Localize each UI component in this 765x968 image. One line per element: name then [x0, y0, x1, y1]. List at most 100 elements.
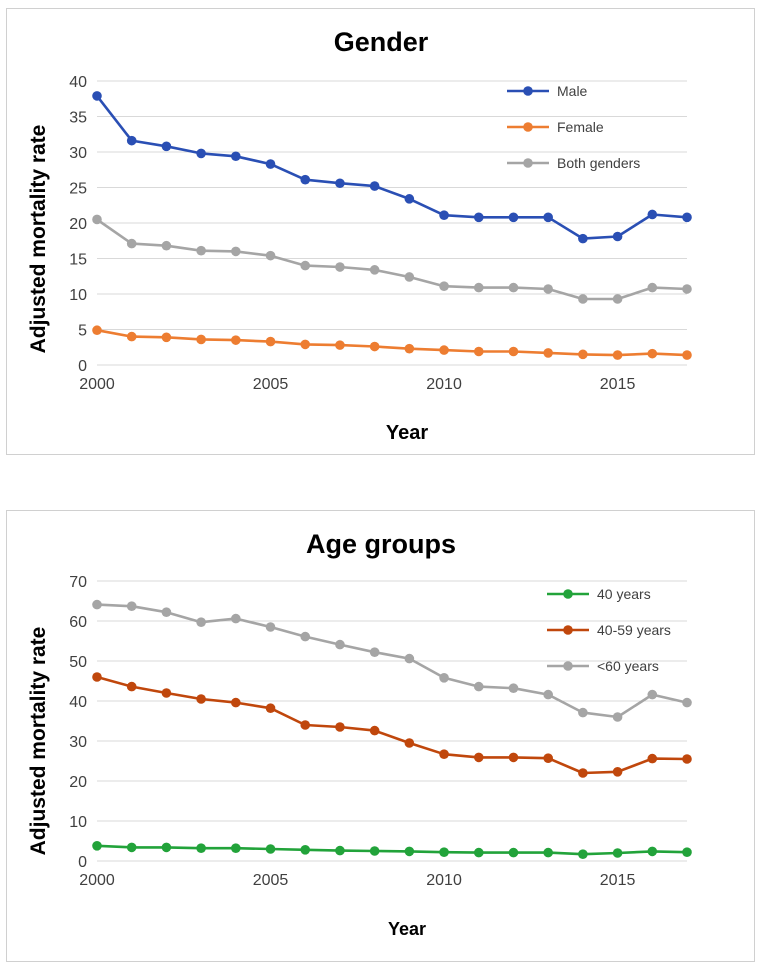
- legend-label-female: Female: [557, 119, 604, 135]
- data-point-40-years: [126, 842, 137, 853]
- data-point-60-years: [196, 617, 206, 627]
- data-point-40-years: [473, 847, 484, 858]
- data-point-both-genders: [335, 262, 345, 272]
- data-point-60-years: [369, 647, 380, 657]
- data-point-40-59-years: [647, 753, 658, 764]
- gender-chart-panel: 0 5 10 15 20 25 30 35 40 2000 2005 2010 2015 Male Fem…: [6, 8, 755, 455]
- y-tick-label: 0: [78, 358, 87, 375]
- data-point-40-years: [335, 845, 345, 856]
- data-point-both-genders: [508, 282, 519, 293]
- legend-label-40-years: 40 years: [597, 586, 651, 602]
- gender-chart: 0 5 10 15 20 25 30 35 40 2000 2005 2010 2015 Male Fem…: [27, 27, 692, 444]
- data-point-male: [300, 174, 311, 185]
- legend-label-40-59-years: 40-59 years: [597, 622, 671, 638]
- y-tick-label: 40: [69, 74, 87, 91]
- y-tick-label: 20: [69, 216, 87, 233]
- data-point-both-genders: [404, 272, 415, 282]
- data-point-40-years: [196, 843, 206, 853]
- legend-marker-40-years: [563, 589, 573, 599]
- data-point-male: [473, 212, 484, 223]
- legend-marker-male: [523, 86, 533, 96]
- data-point-both-genders: [265, 250, 276, 261]
- data-point-male: [578, 233, 588, 244]
- data-point-40-years: [92, 841, 102, 851]
- data-point-60-years: [231, 613, 241, 624]
- y-tick-label: 20: [69, 774, 87, 791]
- data-point-both-genders: [473, 282, 484, 293]
- data-point-both-genders: [161, 240, 172, 251]
- data-point-both-genders: [439, 281, 449, 291]
- data-point-60-years: [404, 653, 415, 664]
- data-point-male: [92, 91, 102, 101]
- data-point-female: [126, 331, 137, 342]
- x-tick-label: 2000: [79, 376, 115, 393]
- data-point-40-59-years: [508, 752, 519, 763]
- data-point-both-genders: [92, 214, 102, 225]
- y-tick-label: 10: [69, 814, 87, 831]
- data-point-male: [126, 135, 137, 146]
- data-point-female: [92, 325, 102, 336]
- data-point-40-59-years: [92, 672, 102, 682]
- data-point-40-59-years: [404, 738, 415, 748]
- data-point-male: [335, 178, 345, 189]
- data-point-40-59-years: [439, 749, 449, 759]
- legend-label-60-years: <60 years: [597, 658, 659, 674]
- data-point-40-59-years: [543, 753, 553, 763]
- data-point-female: [161, 332, 172, 343]
- x-tick-label: 2010: [426, 872, 462, 889]
- data-point-both-genders: [543, 284, 553, 294]
- data-point-60-years: [92, 599, 102, 610]
- data-point-60-years: [335, 639, 345, 650]
- data-point-40-years: [508, 847, 519, 858]
- data-point-60-years: [612, 712, 623, 722]
- data-point-40-years: [439, 847, 449, 857]
- data-point-40-years: [543, 847, 553, 858]
- data-point-40-59-years: [196, 694, 206, 704]
- data-point-female: [578, 349, 588, 360]
- series-line-40-59-years: [96, 675, 688, 775]
- x-tick-label: 2005: [253, 872, 289, 889]
- data-point-male: [231, 151, 241, 162]
- data-point-female: [508, 346, 519, 357]
- data-point-60-years: [473, 681, 484, 692]
- y-axis-label: Adjusted mortality rate: [27, 125, 50, 354]
- data-point-60-years: [682, 697, 692, 708]
- chart-title: Age groups: [306, 529, 456, 559]
- data-point-40-years: [682, 847, 692, 857]
- data-point-60-years: [508, 683, 519, 693]
- data-point-both-genders: [126, 238, 137, 249]
- data-point-female: [439, 345, 449, 355]
- data-point-male: [196, 148, 206, 159]
- series-line-male: [95, 95, 688, 240]
- data-point-60-years: [265, 622, 276, 632]
- data-point-male: [612, 231, 623, 242]
- data-point-female: [647, 348, 658, 359]
- data-point-male: [682, 212, 692, 223]
- x-tick-label: 2015: [600, 872, 636, 889]
- y-tick-label: 10: [69, 287, 87, 304]
- data-point-40-years: [578, 849, 588, 859]
- data-point-40-years: [369, 846, 380, 856]
- data-point-male: [404, 194, 415, 204]
- legend-label-both-genders: Both genders: [557, 155, 640, 171]
- data-point-40-59-years: [161, 688, 172, 698]
- data-point-40-59-years: [335, 722, 345, 732]
- data-point-60-years: [126, 601, 137, 611]
- y-tick-label: 25: [69, 181, 87, 198]
- data-point-both-genders: [612, 294, 623, 304]
- y-tick-label: 15: [69, 252, 87, 269]
- y-tick-label: 70: [69, 574, 87, 591]
- data-point-40-59-years: [369, 725, 380, 736]
- data-point-40-years: [300, 845, 311, 855]
- series-line-both-genders: [96, 218, 688, 301]
- data-point-female: [369, 341, 380, 352]
- y-tick-label: 30: [69, 734, 87, 751]
- data-point-40-59-years: [473, 752, 484, 763]
- age-groups-chart-panel: 0 10 20 30 40 50 60 70 2000 2005 2010 2015 40 years…: [6, 510, 755, 962]
- data-point-40-years: [612, 848, 623, 858]
- data-point-both-genders: [231, 246, 241, 257]
- data-point-male: [508, 212, 519, 223]
- data-point-female: [196, 334, 206, 345]
- y-tick-label: 50: [69, 654, 87, 671]
- y-tick-label: 30: [69, 145, 87, 162]
